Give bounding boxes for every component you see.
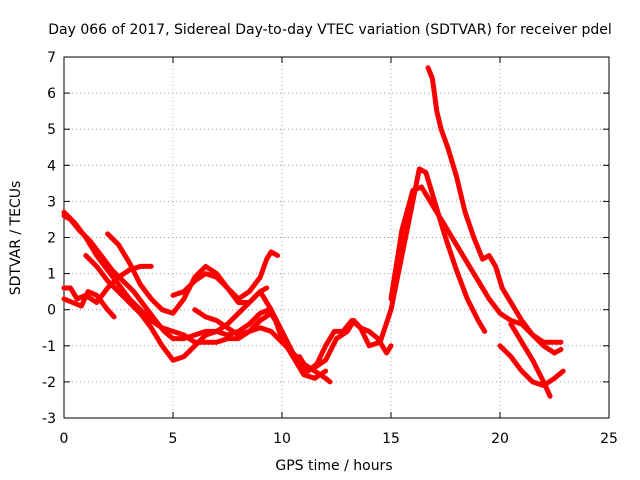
tick-layer: 0 5 10 15 20 25 -3 -2 -1 0 1 2 3 4 5 6 7 — [42, 50, 618, 447]
series-arc-13-marks — [499, 345, 564, 387]
y-tick-label: 4 — [47, 158, 56, 174]
x-tick-label: 5 — [169, 431, 178, 447]
series-arc-4-marks — [64, 265, 152, 304]
series-arc-11-marks — [390, 186, 562, 354]
y-tick-label: 6 — [47, 86, 56, 102]
chart-title: Day 066 of 2017, Sidereal Day-to-day VTE… — [48, 22, 612, 38]
series-arc-3 — [83, 253, 270, 363]
grid-layer — [64, 57, 609, 418]
series-arc-12-marks — [427, 67, 561, 343]
y-axis-label: SDTVAR / TECUs — [8, 181, 24, 296]
x-tick-label: 25 — [600, 431, 618, 447]
x-axis-label: GPS time / hours — [275, 458, 392, 474]
x-tick-label: 0 — [60, 431, 69, 447]
series-arc-6-marks — [107, 233, 278, 314]
series-arc-10-marks — [314, 168, 486, 368]
y-tick-label: 5 — [47, 122, 56, 138]
x-tick-label: 15 — [382, 431, 400, 447]
series-arc-11 — [388, 184, 564, 356]
y-tick-label: 3 — [47, 194, 56, 210]
y-tick-label: -3 — [42, 411, 56, 427]
series-arc-9 — [296, 318, 394, 374]
x-tick-label: 20 — [491, 431, 509, 447]
y-tick-label: 7 — [47, 50, 56, 66]
series-layer — [61, 65, 566, 399]
y-tick-label: -2 — [42, 375, 56, 391]
y-tick-label: 1 — [47, 267, 56, 283]
series-arc-12 — [425, 65, 564, 345]
y-tick-label: 2 — [47, 231, 56, 247]
y-tick-label: 0 — [47, 303, 56, 319]
series-arc-14-marks — [510, 323, 551, 397]
series-arc-8-marks — [194, 309, 305, 372]
x-tick-label: 10 — [273, 431, 291, 447]
y-tick-label: -1 — [42, 339, 56, 355]
series-arc-5-marks — [63, 290, 115, 318]
